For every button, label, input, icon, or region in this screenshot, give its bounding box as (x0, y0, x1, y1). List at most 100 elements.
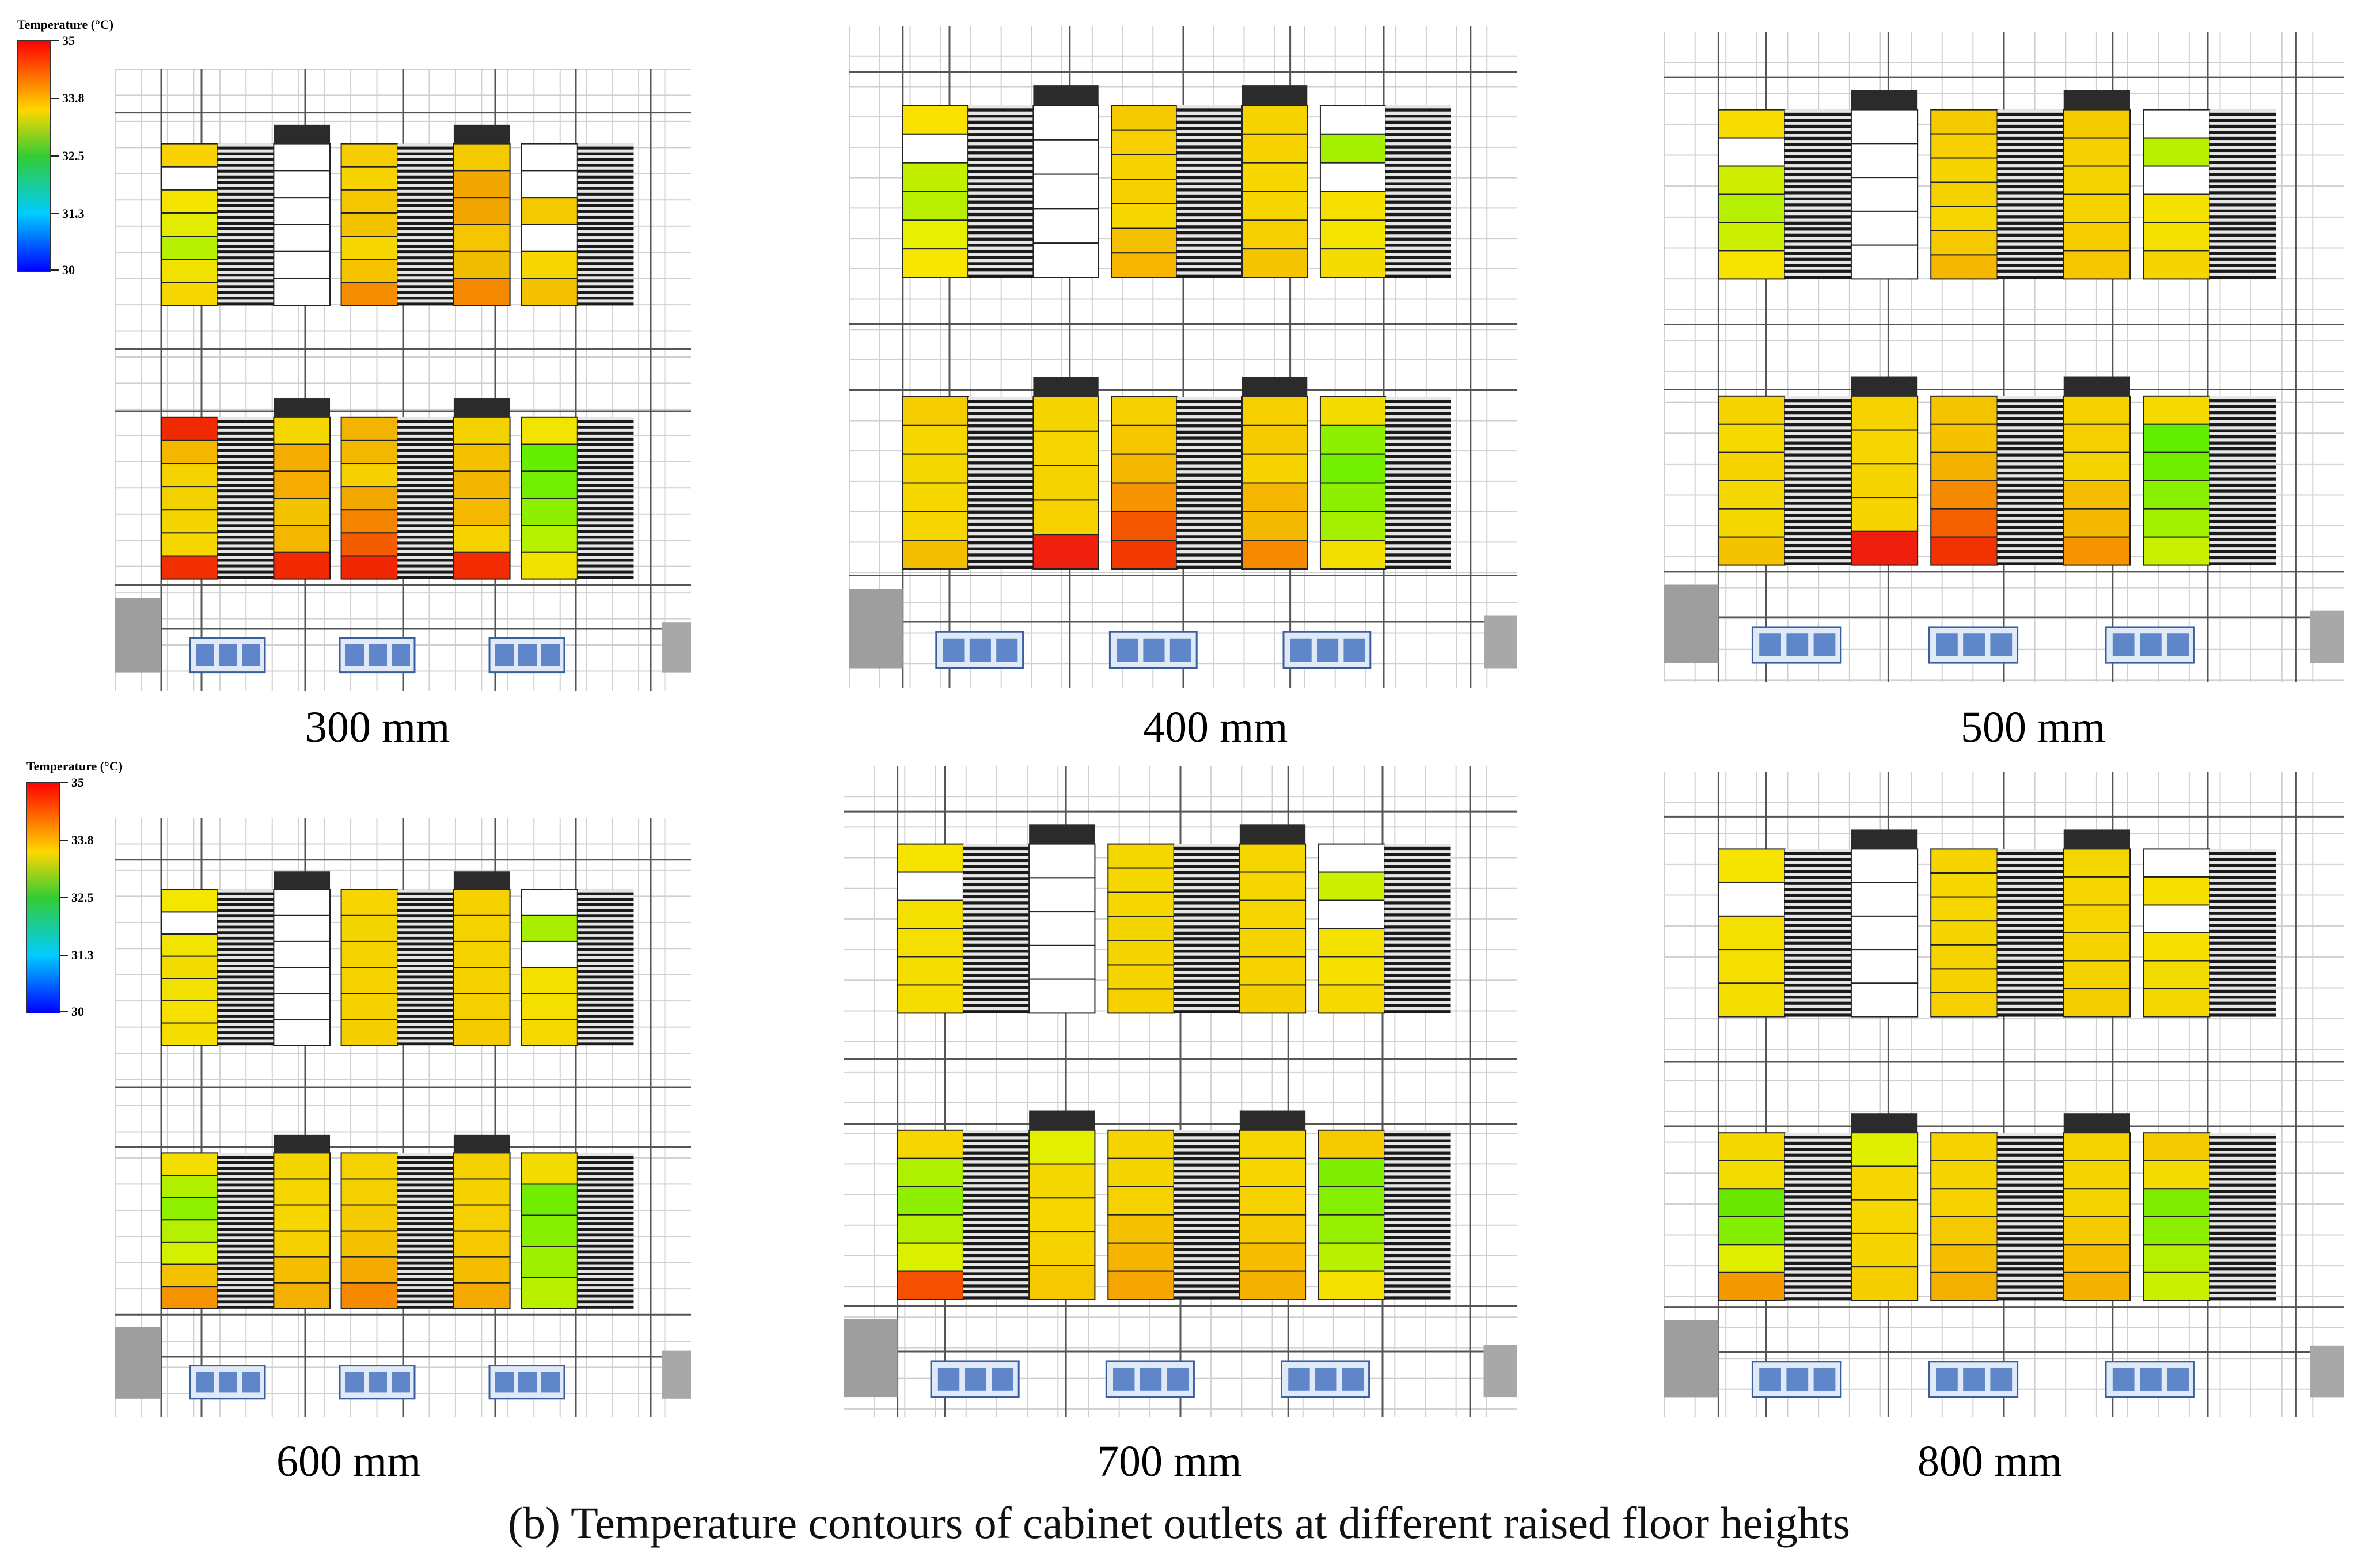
legend-title: Temperature (°C) (26, 759, 123, 773)
cabinet-vent (1997, 849, 2064, 1017)
cabinet-outlet-cell (340, 967, 398, 994)
cabinet-outlet-cell (2063, 395, 2131, 425)
cabinet-outlet-cell (1241, 162, 1308, 192)
cabinet-outlet-cell (902, 482, 969, 512)
cabinet-outlet-cell (161, 911, 218, 935)
cabinet-outlet-cell (2063, 165, 2131, 195)
panel-label-800mm: 800 mm (1917, 1437, 2063, 1486)
cabinet-outlet-cell (897, 843, 964, 873)
crac-unit-left (849, 589, 903, 669)
cabinet-vent (1784, 1133, 1851, 1301)
cabinet-outlet-cell (273, 1256, 331, 1284)
cabinet-outlet-cell (1930, 508, 1998, 538)
cabinet-outlet-cell (521, 1214, 578, 1247)
cabinet-top-cap (1033, 85, 1099, 105)
cabinet-outlet-cell (1319, 219, 1387, 250)
legend-tick-30: 30 (62, 263, 75, 277)
cabinet-vent (397, 1153, 454, 1309)
floor-plan-svg (1664, 772, 2344, 1417)
cabinet-outlet-cell (273, 197, 331, 225)
floor-plan-svg (844, 766, 1517, 1417)
cabinet-outlet-cell (2063, 988, 2131, 1018)
cabinet-outlet-cell (453, 889, 511, 916)
cabinet-outlet-cell (897, 1186, 964, 1216)
cabinet-outlet-cell (340, 940, 398, 968)
cabinet-top-cap (274, 398, 331, 417)
cabinet-outlet-cell (2143, 1188, 2211, 1217)
cabinet-outlet-cell (1028, 1197, 1096, 1233)
cabinet-outlet-cell (2143, 250, 2211, 280)
cabinet-outlet-cell (161, 282, 218, 306)
cabinet-outlet-cell (902, 191, 969, 221)
cabinet-outlet-cell (2143, 508, 2211, 538)
panel-label-500mm: 500 mm (1961, 703, 2106, 751)
cabinet-outlet-cell (1032, 499, 1099, 536)
ac-unit (189, 1365, 266, 1400)
cabinet-outlet-cell (2063, 876, 2131, 906)
cabinet-outlet-cell (2063, 848, 2131, 878)
cabinet-outlet-cell (273, 278, 331, 306)
cabinet-outlet-cell (521, 525, 578, 553)
legend-tick-32-5: 32.5 (62, 149, 85, 163)
cabinet-outlet-cell (1317, 1186, 1385, 1216)
cabinet-vent (217, 417, 274, 579)
panel-600mm (115, 818, 691, 1417)
cabinet-outlet-cell (2143, 165, 2211, 195)
cabinet-outlet-cell (161, 439, 218, 465)
cabinet-outlet-cell (340, 486, 398, 511)
cabinet-outlet-cell (1930, 872, 1998, 898)
cabinet-outlet-cell (1718, 1271, 1786, 1301)
cabinet-outlet-cell (2143, 451, 2211, 481)
cabinet-outlet-cell (453, 416, 511, 445)
cabinet-top-cap (2063, 90, 2130, 110)
cabinet-outlet-cell (1239, 1157, 1307, 1187)
cabinet-outlet-cell (2143, 904, 2211, 933)
cabinet-outlet-cell (273, 1230, 331, 1258)
cabinet-outlet-cell (453, 1204, 511, 1232)
cabinet-outlet-cell (340, 259, 398, 283)
floor-plan-svg (115, 818, 691, 1417)
legend-tick-33-8: 33.8 (71, 833, 94, 847)
cabinet-outlet-cell (1111, 396, 1178, 426)
cabinet-outlet-cell (521, 1183, 578, 1216)
cabinet-outlet-cell (1718, 915, 1786, 951)
cabinet-vent (397, 417, 454, 579)
cabinet-outlet-cell (1850, 1132, 1919, 1167)
cabinet-outlet-cell (453, 250, 511, 279)
cabinet-outlet-cell (897, 956, 964, 986)
cabinet-outlet-cell (273, 1204, 331, 1232)
cabinet-outlet-cell (1111, 252, 1178, 278)
ac-unit (488, 1365, 565, 1400)
cabinet-outlet-cell (2063, 1160, 2131, 1190)
cabinet-outlet-cell (897, 1129, 964, 1159)
crac-unit-right (662, 1350, 691, 1399)
crac-unit-right (662, 622, 691, 673)
cabinet-outlet-cell (453, 443, 511, 472)
ac-unit (935, 631, 1024, 669)
cabinet-outlet-cell (1850, 1266, 1919, 1301)
cabinet-outlet-cell (897, 1242, 964, 1272)
cabinet-top-cap (453, 871, 510, 890)
legend-tick-31-3: 31.3 (71, 948, 94, 962)
cabinet-outlet-cell (1111, 482, 1178, 512)
ac-unit (1282, 631, 1372, 669)
cabinet-outlet-cell (1718, 137, 1786, 167)
cabinet-outlet-cell (1239, 843, 1307, 873)
cabinet-outlet-cell (521, 250, 578, 279)
cabinet-vent (217, 143, 274, 306)
cabinet-outlet-cell (2143, 423, 2211, 453)
cabinet-outlet-cell (1028, 978, 1096, 1014)
cabinet-outlet-cell (1718, 1188, 1786, 1217)
cabinet-outlet-cell (1111, 424, 1178, 455)
cabinet-outlet-cell (1718, 982, 1786, 1018)
cabinet-outlet-cell (521, 470, 578, 499)
cabinet-outlet-cell (161, 143, 218, 168)
cabinet-vent (577, 1153, 634, 1309)
cabinet-outlet-cell (521, 967, 578, 994)
cabinet-outlet-cell (273, 1178, 331, 1206)
cabinet-outlet-cell (453, 1282, 511, 1309)
cabinet-outlet-cell (161, 1152, 218, 1176)
cabinet-outlet-cell (1850, 395, 1919, 431)
ac-unit (1281, 1360, 1370, 1398)
crac-unit-right (1483, 1345, 1517, 1398)
